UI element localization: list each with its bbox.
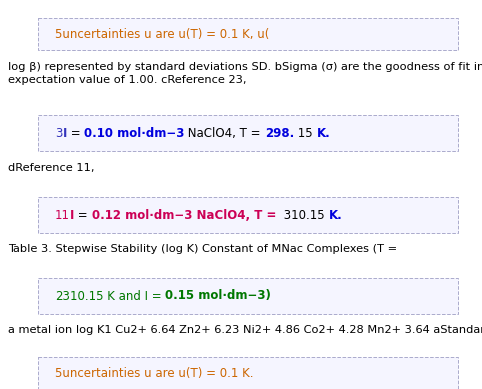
- Text: K.: K.: [316, 126, 330, 140]
- Text: a metal ion log K1 Cu2+ 6.64 Zn2+ 6.23 Ni2+ 4.86 Co2+ 4.28 Mn2+ 3.64 aStandard: a metal ion log K1 Cu2+ 6.64 Zn2+ 6.23 N…: [8, 325, 482, 335]
- Text: 0.10 mol·dm−3: 0.10 mol·dm−3: [84, 126, 185, 140]
- Text: 11: 11: [55, 209, 70, 221]
- Text: 0.15 mol·dm−3): 0.15 mol·dm−3): [165, 289, 271, 303]
- Text: 10.15 K and I =: 10.15 K and I =: [70, 289, 165, 303]
- Text: 5uncertainties u are u(T) = 0.1 K, u(: 5uncertainties u are u(T) = 0.1 K, u(: [55, 28, 269, 40]
- Text: 298.: 298.: [265, 126, 294, 140]
- Text: log β) represented by standard deviations SD. bSigma (σ) are the goodness of fit: log β) represented by standard deviation…: [8, 62, 482, 72]
- Text: 3: 3: [55, 126, 62, 140]
- Text: 15: 15: [294, 126, 316, 140]
- Bar: [38, 115, 458, 151]
- Text: Table 3. Stepwise Stability (log K) Constant of MNac Complexes (T =: Table 3. Stepwise Stability (log K) Cons…: [8, 244, 397, 254]
- Text: K.: K.: [329, 209, 342, 221]
- Text: =: =: [67, 126, 84, 140]
- Text: I: I: [62, 126, 67, 140]
- Text: dReference 11,: dReference 11,: [8, 163, 94, 173]
- Text: 310.15: 310.15: [280, 209, 329, 221]
- Bar: [38, 357, 458, 389]
- Bar: [38, 197, 458, 233]
- Text: 0.12 mol·dm−3 NaClO4, T =: 0.12 mol·dm−3 NaClO4, T =: [92, 209, 280, 221]
- Text: expectation value of 1.00. cReference 23,: expectation value of 1.00. cReference 23…: [8, 75, 246, 85]
- Text: =: =: [74, 209, 92, 221]
- Text: NaClO4, T =: NaClO4, T =: [185, 126, 265, 140]
- Text: I: I: [70, 209, 74, 221]
- Text: 23: 23: [55, 289, 70, 303]
- Bar: [38, 278, 458, 314]
- Bar: [38, 18, 458, 50]
- Text: 5uncertainties u are u(T) = 0.1 K.: 5uncertainties u are u(T) = 0.1 K.: [55, 366, 254, 380]
